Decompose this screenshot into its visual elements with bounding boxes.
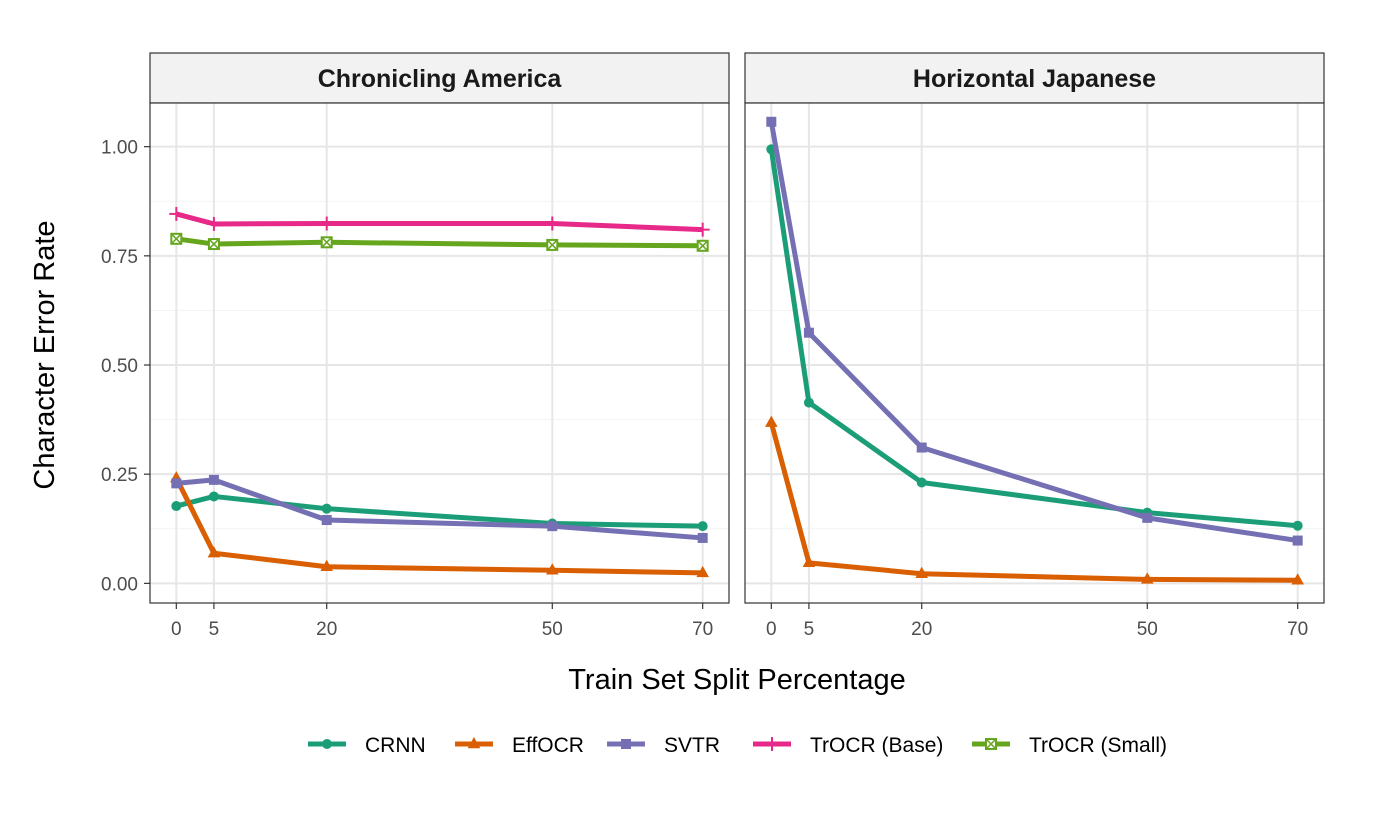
data-point-trocr-base: [206, 216, 221, 231]
y-tick-label: 0.75: [101, 247, 138, 268]
data-point-effocr: [802, 555, 816, 568]
data-point-trocr-small-d2: [321, 236, 333, 248]
data-point-crnn: [803, 397, 814, 408]
legend-marker-trocr-small: [985, 738, 997, 750]
data-point-crnn: [697, 521, 708, 532]
data-point-trocr-base: [695, 222, 710, 237]
series-crnn: [766, 144, 1303, 531]
series-trocr-base: [169, 206, 710, 237]
panel-title-chronicling-america: Chronicling America: [318, 65, 563, 93]
data-point-effocr: [320, 559, 334, 571]
x-tick-label: 0: [171, 619, 182, 640]
panel-horizontal-japanese: Horizontal Japanese 0 5 20 50 70: [744, 52, 1325, 640]
x-tick-label: 5: [804, 619, 815, 640]
data-point-crnn: [171, 501, 182, 512]
legend-marker-crnn: [322, 739, 332, 749]
data-point-crnn: [1292, 520, 1303, 531]
x-tick-label: 50: [1137, 619, 1158, 640]
data-point-svtr: [208, 474, 219, 485]
data-point-svtr: [916, 442, 927, 453]
data-point-trocr-small-d2: [546, 239, 558, 251]
panel-border-chronicling-america: [149, 102, 730, 604]
legend-label-effocr: EffOCR: [512, 734, 584, 757]
data-point-crnn: [916, 477, 927, 488]
data-point-trocr-small: [546, 238, 559, 251]
legend-item-trocr-small: TrOCR (Small): [972, 734, 1167, 757]
data-point-svtr: [171, 478, 182, 489]
data-point-effocr: [696, 565, 709, 578]
x-tick-label: 0: [766, 619, 777, 640]
data-point-trocr-base: [319, 216, 334, 231]
data-point-crnn: [321, 503, 332, 514]
data-point-trocr-small-d2: [208, 238, 220, 250]
x-tick-label: 20: [316, 619, 337, 640]
legend-item-svtr: SVTR: [607, 734, 720, 757]
data-point-trocr-small-d2: [697, 240, 709, 252]
legend: CRNN EffOCR SVTR TrOCR (Base) TrOCR (Small): [308, 734, 1167, 757]
legend-marker-svtr: [621, 739, 631, 749]
panel-border-horizontal-japanese: [744, 102, 1325, 604]
y-tick-label: 0.50: [101, 356, 138, 377]
legend-marker-trocr-small-d2: [985, 738, 997, 750]
legend-label-svtr: SVTR: [664, 734, 720, 757]
data-point-trocr-small: [320, 236, 333, 249]
data-point-svtr: [803, 327, 814, 338]
data-point-effocr: [1291, 573, 1304, 585]
legend-item-crnn: CRNN: [308, 734, 426, 757]
x-tick-label: 5: [209, 619, 220, 640]
y-tick-label: 1.00: [101, 138, 138, 159]
data-point-effocr: [207, 546, 221, 558]
data-point-trocr-small-d2: [170, 233, 182, 245]
x-tick-label: 20: [911, 619, 932, 640]
data-point-effocr: [915, 566, 929, 578]
data-point-svtr: [547, 521, 558, 532]
data-point-svtr: [697, 532, 708, 543]
y-tick-label: 0.25: [101, 465, 138, 486]
series-trocr-small: [170, 232, 709, 252]
panel-chronicling-america: Chronicling America 0 5 20 50 70 0.00 0.25 0.50 0…: [101, 52, 730, 640]
x-tick-label: 70: [1287, 619, 1308, 640]
data-point-effocr: [765, 415, 778, 427]
data-point-trocr-base: [169, 206, 184, 221]
legend-label-trocr-small: TrOCR (Small): [1029, 734, 1167, 757]
data-point-effocr: [545, 563, 559, 575]
data-point-trocr-small: [170, 232, 183, 245]
data-point-trocr-base: [545, 216, 560, 231]
y-tick-label: 0.00: [101, 574, 138, 595]
x-axis-title: Train Set Split Percentage: [568, 664, 905, 696]
data-point-svtr: [1142, 512, 1153, 523]
panel-title-horizontal-japanese: Horizontal Japanese: [913, 65, 1156, 93]
data-point-effocr: [1140, 572, 1154, 584]
legend-item-trocr-base: TrOCR (Base): [753, 734, 943, 757]
data-point-svtr: [766, 116, 777, 127]
legend-label-trocr-base: TrOCR (Base): [810, 734, 943, 757]
legend-item-effocr: EffOCR: [455, 734, 584, 757]
legend-marker-effocr: [467, 737, 481, 749]
data-point-trocr-small: [207, 238, 220, 251]
y-axis-title: Character Error Rate: [29, 220, 61, 489]
series-effocr: [765, 415, 1304, 585]
panel-strip-chronicling-america: [149, 52, 730, 104]
series-svtr: [766, 116, 1303, 546]
x-tick-label: 50: [542, 619, 563, 640]
data-point-svtr: [1292, 535, 1303, 546]
legend-marker-trocr-base: [765, 737, 779, 751]
legend-label-crnn: CRNN: [365, 734, 426, 757]
panel-strip-horizontal-japanese: [744, 52, 1325, 104]
x-tick-label: 70: [692, 619, 713, 640]
data-point-crnn: [208, 491, 219, 502]
data-point-trocr-small: [696, 239, 709, 252]
data-point-svtr: [321, 515, 332, 526]
series-svtr: [171, 474, 708, 543]
plot-area-chronicling-america: [150, 103, 729, 603]
